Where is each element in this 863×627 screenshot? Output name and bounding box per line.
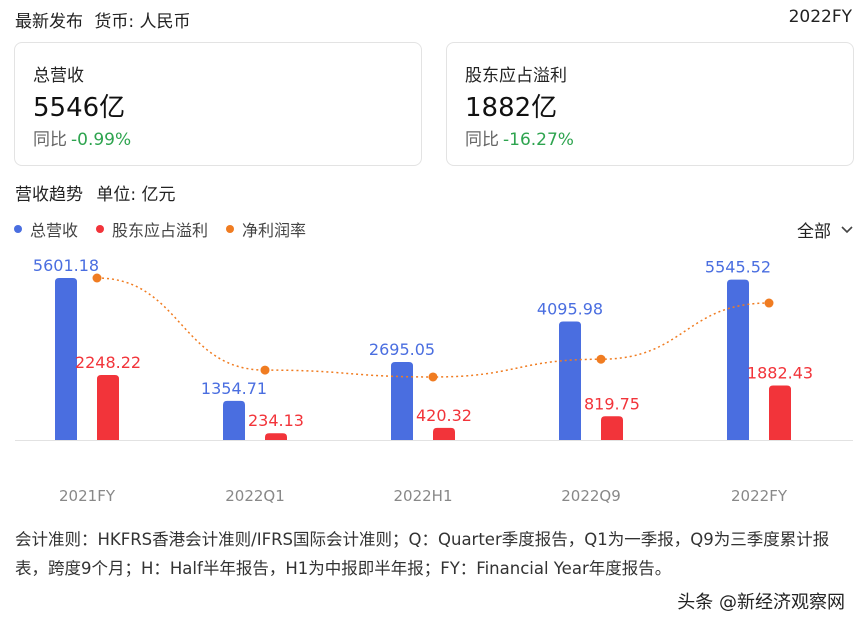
net-margin-point [92, 273, 102, 283]
revenue-bar [391, 362, 413, 440]
revenue-bar [727, 279, 749, 440]
legend-profit-dot [96, 225, 105, 233]
revenue-data-label: 2695.05 [369, 340, 435, 359]
profit-bar [265, 433, 287, 440]
profit-yoy: 同比 -16.27% [465, 125, 574, 150]
revenue-data-label: 1354.71 [201, 379, 267, 398]
currency-label: 货币: 人民币 [94, 12, 191, 32]
profit-data-label: 819.75 [584, 394, 640, 413]
legend-item-profit[interactable]: 股东应占溢利 [96, 217, 208, 241]
revenue-card-value: 5546亿 [33, 93, 126, 123]
accounting-footnote: 会计准则：HKFRS香港会计准则/IFRS国际会计准则；Q：Quarter季度报… [15, 530, 830, 578]
revenue-trend-chart: 5601.18 2248.22 2021FY 1354.71 234.13 2022Q1 2… [15, 256, 853, 505]
legend-revenue-dot [14, 225, 22, 233]
profit-card-value: 1882亿 [465, 93, 558, 123]
chart-legend: 总营收 股东应占溢利 净利润率 [14, 217, 324, 241]
revenue-yoy-change: -0.99% [71, 130, 132, 150]
profit-card-label: 股东应占溢利 [465, 66, 567, 86]
profit-bar [433, 427, 455, 440]
legend-item-revenue[interactable]: 总营收 [14, 217, 78, 241]
legend-revenue-label: 总营收 [30, 221, 79, 240]
x-tick-label: 2021FY [59, 487, 116, 505]
revenue-yoy-label: 同比 [33, 130, 67, 150]
profit-data-label: 2248.22 [75, 353, 141, 372]
legend-item-margin[interactable]: 净利润率 [226, 217, 306, 241]
legend-profit-label: 股东应占溢利 [112, 221, 209, 240]
x-tick-label: 2022Q9 [561, 487, 621, 505]
revenue-card-label: 总营收 [33, 66, 84, 86]
net-margin-point [596, 354, 606, 364]
trend-title: 营收趋势 [15, 185, 83, 205]
legend-margin-dot [226, 225, 235, 233]
revenue-data-label: 4095.98 [537, 300, 603, 319]
revenue-yoy: 同比 -0.99% [33, 125, 131, 150]
x-tick-label: 2022H1 [394, 487, 453, 505]
source-watermark: 头条 @新经济观察网 [677, 592, 845, 613]
profit-yoy-label: 同比 [465, 130, 499, 150]
profit-data-label: 1882.43 [747, 364, 813, 383]
x-tick-label: 2022FY [731, 487, 788, 505]
latest-release-title: 最新发布 [15, 12, 83, 32]
trend-unit: 单位: 亿元 [96, 185, 176, 205]
net-margin-point [428, 372, 438, 382]
filter-label: 全部 [797, 222, 831, 242]
legend-margin-label: 净利润率 [242, 221, 307, 240]
period-label: 2022FY [788, 7, 852, 27]
net-margin-point [260, 365, 270, 375]
revenue-card: 总营收 5546亿 同比 -0.99% [14, 42, 422, 166]
net-margin-point [764, 298, 774, 308]
profit-bar [601, 416, 623, 440]
profit-data-label: 234.13 [248, 411, 304, 430]
profit-data-label: 420.32 [416, 406, 472, 425]
period-filter-dropdown[interactable]: 全部 [797, 217, 853, 242]
revenue-data-label: 5601.18 [33, 256, 99, 275]
revenue-data-label: 5545.52 [705, 258, 771, 277]
x-tick-label: 2022Q1 [225, 487, 285, 505]
chevron-down-icon [841, 222, 853, 238]
net-margin-line [96, 277, 770, 378]
profit-bar [97, 374, 119, 440]
revenue-bar [223, 400, 245, 440]
header-title-group: 最新发布 货币: 人民币 [15, 7, 191, 32]
profit-yoy-change: -16.27% [503, 130, 574, 150]
profit-card: 股东应占溢利 1882亿 同比 -16.27% [446, 42, 854, 166]
trend-title-group: 营收趋势 单位: 亿元 [15, 180, 176, 205]
profit-bar [769, 385, 791, 440]
revenue-bar [559, 321, 581, 440]
revenue-bar [55, 278, 77, 440]
